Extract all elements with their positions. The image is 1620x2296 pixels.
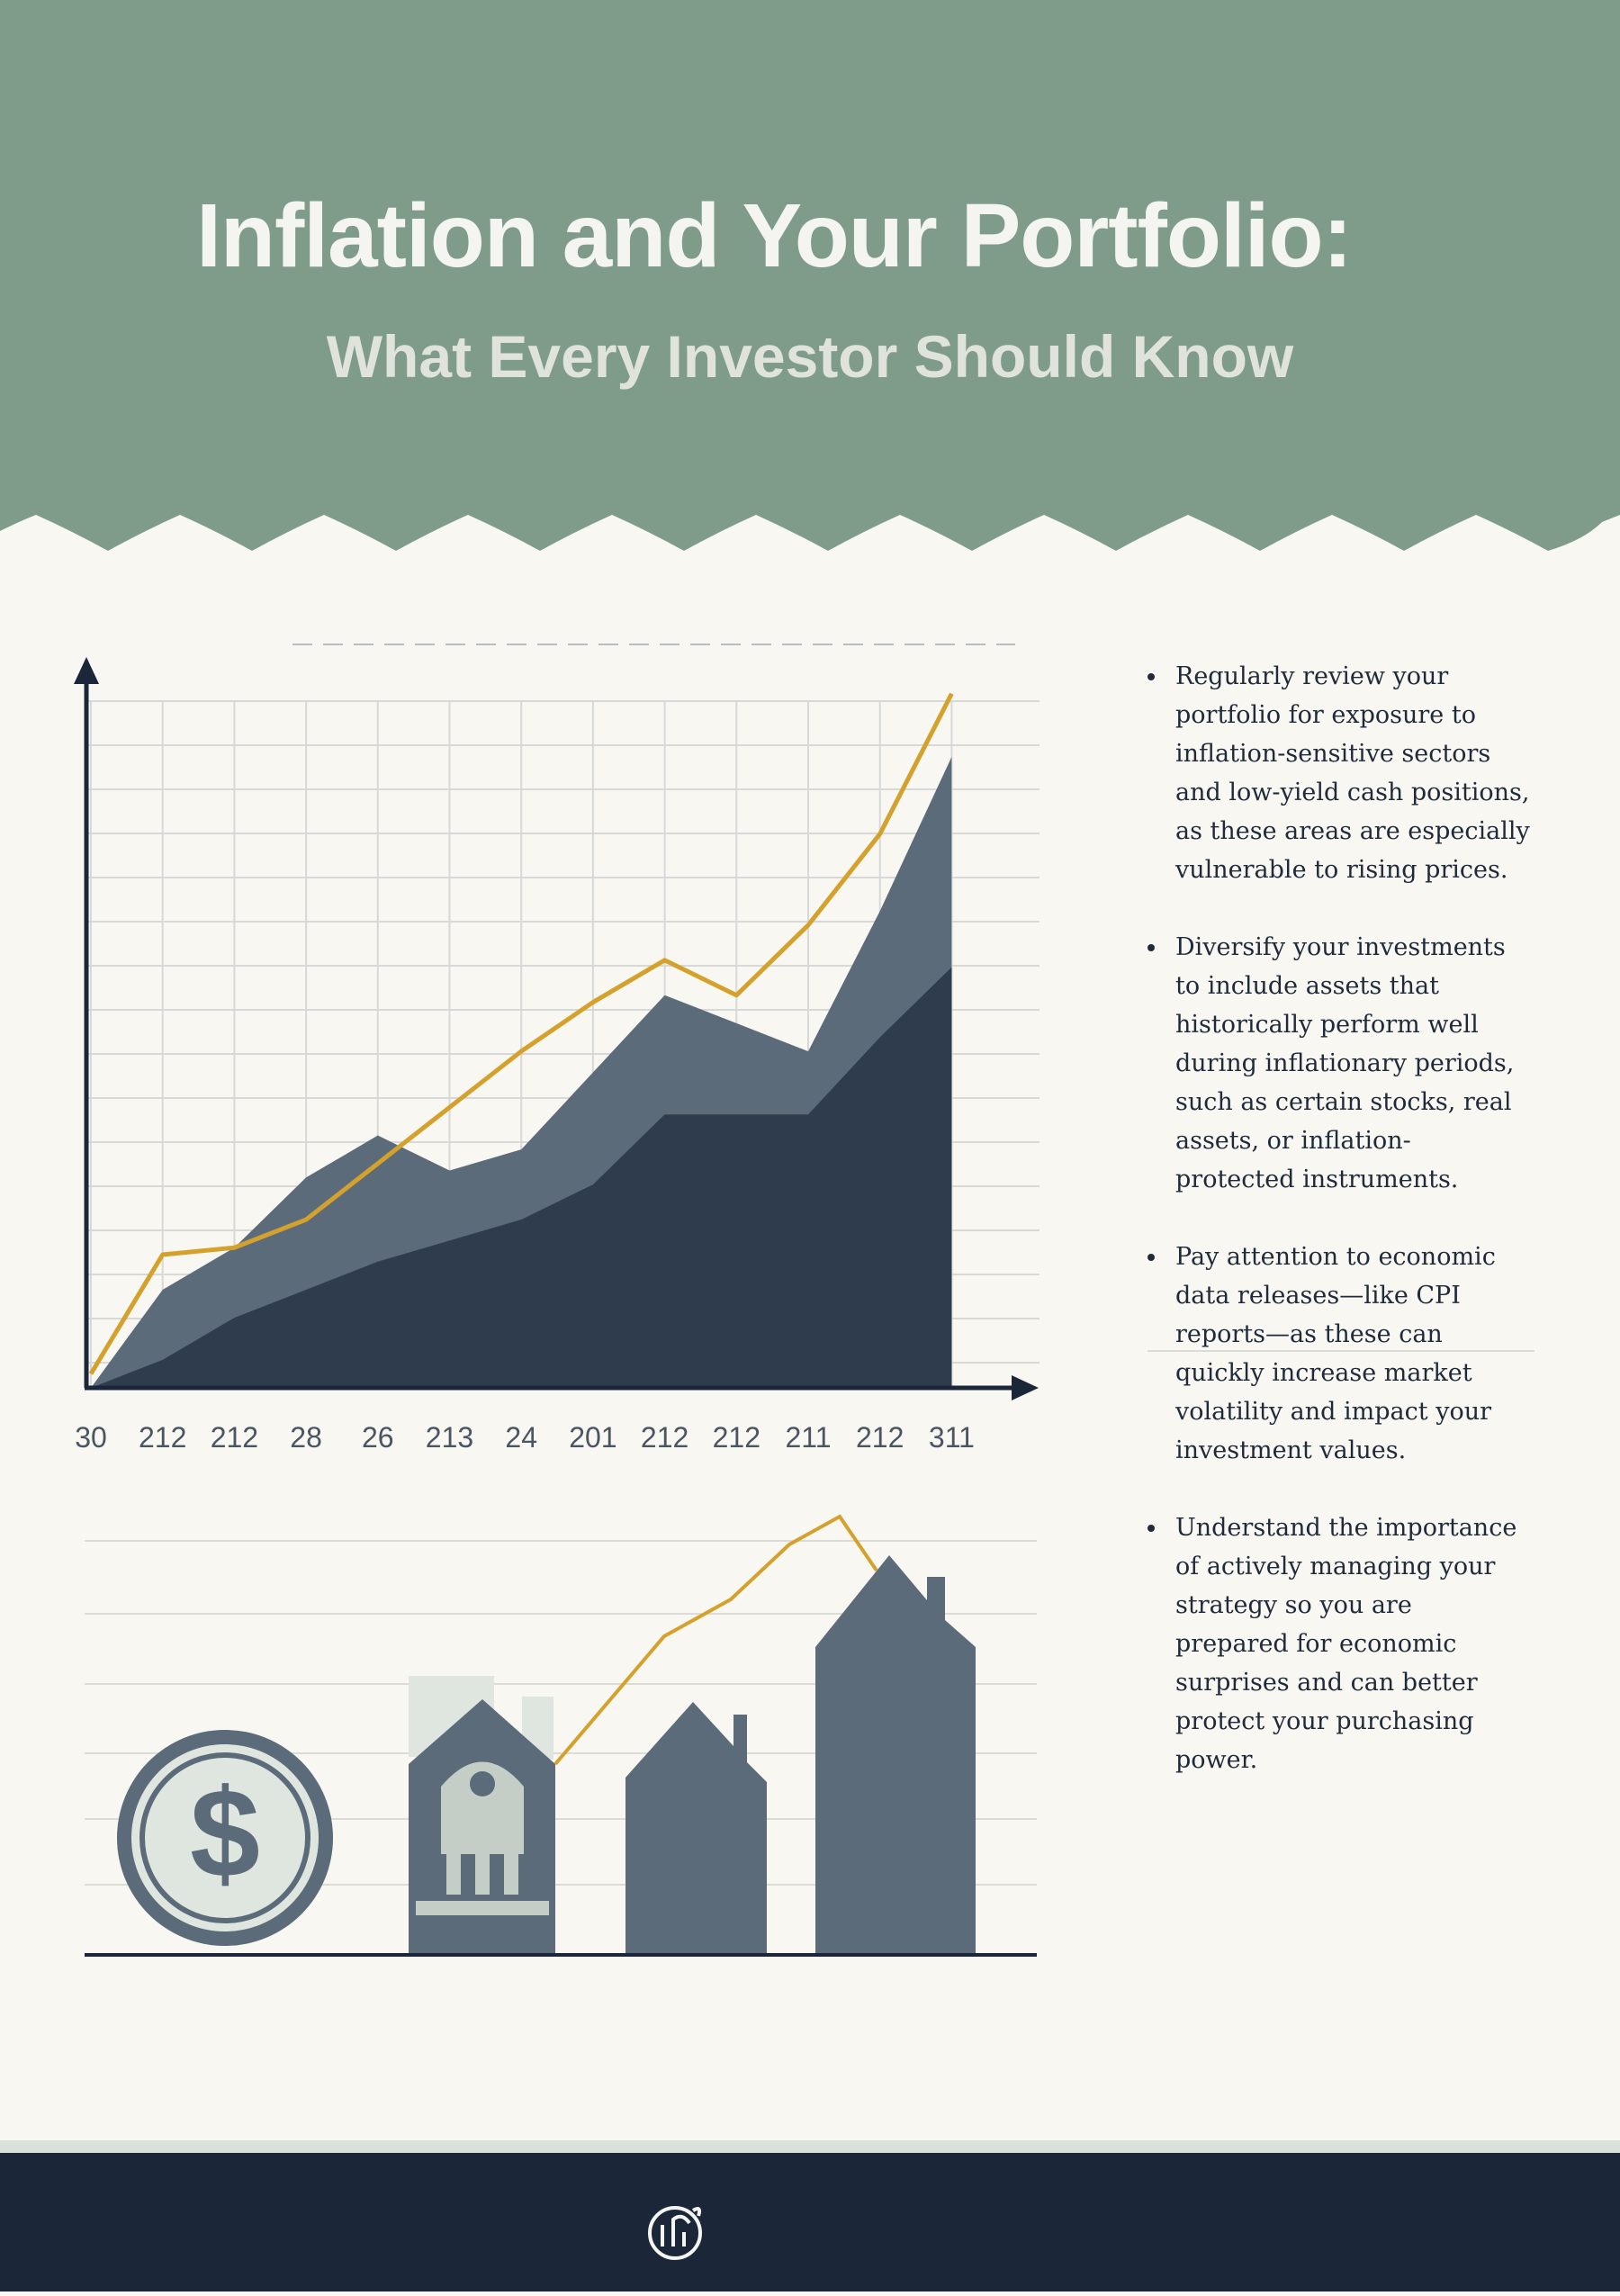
bullet-item: Diversify your investments to include as… xyxy=(1143,928,1530,1199)
x-tick-label: 201 xyxy=(569,1421,616,1454)
x-tick-label: 28 xyxy=(290,1421,322,1454)
header-band xyxy=(0,0,1620,551)
x-tick-label: 212 xyxy=(211,1421,258,1454)
bank-column xyxy=(446,1832,461,1895)
logo-ring xyxy=(648,2206,702,2260)
x-tick-label: 212 xyxy=(641,1421,688,1454)
x-axis-arrow xyxy=(1012,1375,1039,1400)
footer-logo xyxy=(648,2206,702,2260)
title: Inflation and Your Portfolio: xyxy=(196,185,1353,286)
x-tick-label: 26 xyxy=(362,1421,394,1454)
bank-column xyxy=(475,1832,490,1895)
plot xyxy=(88,692,954,1388)
bank-window xyxy=(470,1771,495,1796)
bank-facade xyxy=(441,1761,524,1854)
footer xyxy=(0,2140,1620,2291)
bullet-list: Regularly review your portfolio for expo… xyxy=(1143,657,1530,1818)
bullet-item: Understand the importance of actively ma… xyxy=(1143,1508,1530,1779)
house-icon xyxy=(626,1702,767,1955)
bullet-item: Pay attention to economic data releases—… xyxy=(1143,1238,1530,1470)
header-background xyxy=(0,0,1620,551)
dollar-sign: $ xyxy=(190,1762,260,1904)
logo-mark xyxy=(661,2207,702,2246)
bank-column xyxy=(504,1832,518,1895)
bullet-item: Regularly review your portfolio for expo… xyxy=(1143,657,1530,889)
x-tick-label: 212 xyxy=(713,1421,760,1454)
trend-line xyxy=(554,1514,878,1766)
x-tick-label: 212 xyxy=(856,1421,904,1454)
y-axis-arrow xyxy=(74,657,99,684)
subtitle: What Every Investor Should Know xyxy=(326,323,1294,390)
line xyxy=(88,692,954,1375)
x-tick-label: 30 xyxy=(75,1421,107,1454)
x-tick-label: 211 xyxy=(785,1421,831,1454)
x-tick-label: 213 xyxy=(426,1421,473,1454)
illustration: $ xyxy=(85,1514,1037,1957)
x-labels: 30 212 212 28 26 213 24 201 212 212 211 212 311 xyxy=(75,1421,975,1454)
bank-step xyxy=(416,1901,549,1915)
x-tick-label: 24 xyxy=(505,1421,537,1454)
chart: 30 212 212 28 26 213 24 201 212 212 211 212 311 $ xyxy=(74,644,1534,1957)
coin-ring xyxy=(140,1752,310,1923)
house-icon xyxy=(815,1555,976,1955)
area xyxy=(91,967,952,1388)
x-tick-label: 212 xyxy=(139,1421,186,1454)
x-tick-label: 311 xyxy=(929,1421,975,1454)
coin-inner xyxy=(131,1744,319,1931)
